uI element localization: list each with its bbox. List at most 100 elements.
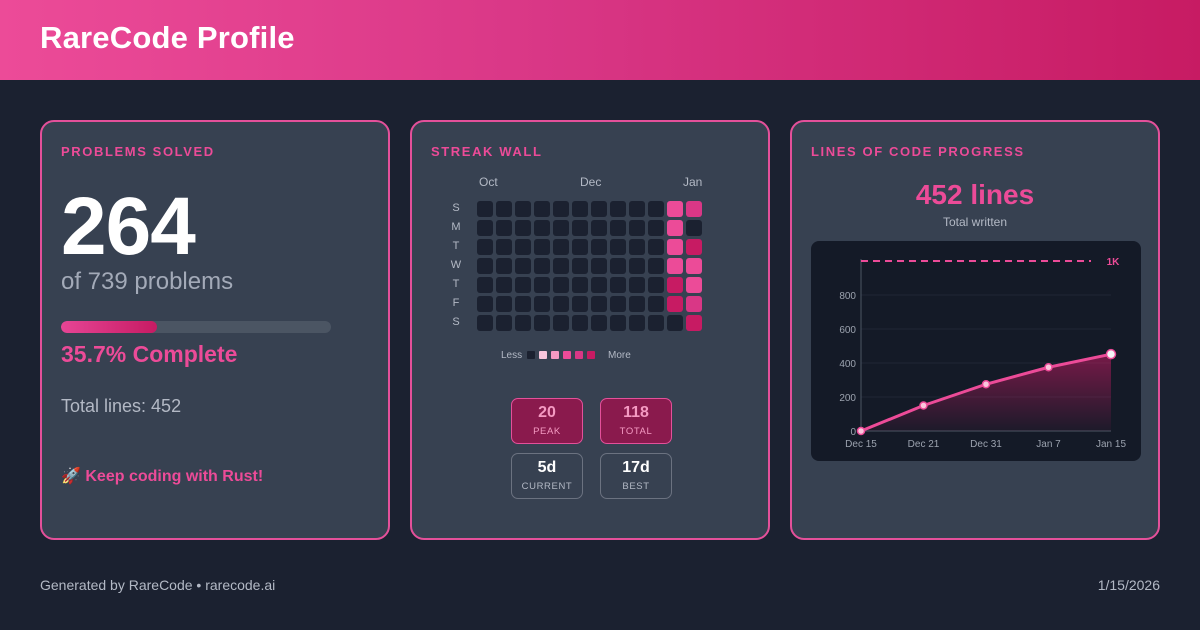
loc-chart-svg: 0 200 400 600 800 Dec 15 Dec 21 Dec 31 Jan 7 Jan … bbox=[839, 257, 1126, 450]
x-tick-label: Dec 21 bbox=[908, 439, 940, 450]
total-problems-text: of 739 problems bbox=[61, 268, 234, 295]
streak-cell bbox=[553, 277, 569, 293]
data-point bbox=[856, 426, 866, 436]
streak-cell bbox=[629, 315, 645, 331]
data-point bbox=[1044, 363, 1053, 372]
day-label: S bbox=[452, 202, 460, 214]
streak-cell bbox=[686, 220, 702, 236]
stat-current-label: CURRENT bbox=[521, 481, 573, 492]
streak-cell bbox=[553, 258, 569, 274]
streak-cell bbox=[496, 220, 512, 236]
streak-cell bbox=[648, 239, 664, 255]
streak-cell bbox=[534, 258, 550, 274]
legend-swatch bbox=[551, 351, 559, 359]
streak-cell bbox=[686, 201, 702, 217]
streak-cell bbox=[686, 239, 702, 255]
streak-cell bbox=[648, 258, 664, 274]
streak-cell bbox=[591, 296, 607, 312]
streak-cell bbox=[534, 277, 550, 293]
streak-cell bbox=[553, 296, 569, 312]
streak-cell bbox=[648, 220, 664, 236]
streak-cell bbox=[496, 239, 512, 255]
streak-cell bbox=[591, 258, 607, 274]
rocket-icon: 🚀 bbox=[61, 468, 81, 485]
streak-cell bbox=[667, 277, 683, 293]
streak-cell bbox=[629, 201, 645, 217]
data-point bbox=[1105, 348, 1117, 360]
data-point bbox=[981, 380, 991, 389]
progress-bar bbox=[61, 321, 331, 333]
streak-cell bbox=[591, 220, 607, 236]
stat-best: 17d BEST bbox=[600, 453, 672, 499]
streak-cell bbox=[477, 239, 493, 255]
streak-cell bbox=[534, 296, 550, 312]
streak-cell bbox=[667, 296, 683, 312]
streak-cell bbox=[686, 315, 702, 331]
progress-bar-fill bbox=[61, 321, 158, 333]
streak-cell bbox=[515, 239, 531, 255]
streak-cell bbox=[572, 239, 588, 255]
header-banner: RareCode Profile bbox=[0, 0, 1200, 80]
y-tick-label: 200 bbox=[839, 393, 856, 404]
percent-complete: 35.7% Complete bbox=[61, 341, 238, 367]
month-label-oct: Oct bbox=[479, 175, 498, 189]
stat-best-label: BEST bbox=[622, 481, 650, 492]
streak-cell bbox=[515, 296, 531, 312]
month-label-jan: Jan bbox=[683, 175, 703, 189]
solved-count: 264 bbox=[61, 181, 196, 272]
streak-cell bbox=[667, 258, 683, 274]
keep-coding-message: 🚀 Keep coding with Rust! bbox=[61, 466, 263, 486]
stat-peak-value: 20 bbox=[538, 404, 556, 421]
streak-cell bbox=[610, 277, 626, 293]
streak-cell bbox=[667, 315, 683, 331]
series-area bbox=[861, 354, 1111, 431]
legend-swatch bbox=[575, 351, 583, 359]
x-tick-label: Jan 7 bbox=[1036, 439, 1061, 450]
loc-chart: 0 200 400 600 800 Dec 15 Dec 21 Dec 31 Jan 7 Jan … bbox=[811, 241, 1141, 461]
streak-cell bbox=[629, 239, 645, 255]
streak-cell bbox=[553, 220, 569, 236]
lines-subtitle: Total written bbox=[942, 215, 1008, 229]
page-title: RareCode Profile bbox=[40, 20, 295, 55]
legend-swatch bbox=[539, 351, 547, 359]
stat-best-value: 17d bbox=[622, 459, 650, 476]
day-label: T bbox=[452, 240, 460, 252]
day-label: W bbox=[450, 259, 462, 271]
streak-cell bbox=[648, 201, 664, 217]
streak-cell bbox=[496, 201, 512, 217]
streak-cell bbox=[591, 239, 607, 255]
streak-cell bbox=[515, 201, 531, 217]
streak-cell bbox=[534, 201, 550, 217]
streak-cell bbox=[648, 315, 664, 331]
streak-wall-label: STREAK WALL bbox=[431, 144, 543, 159]
streak-cell bbox=[553, 239, 569, 255]
streak-cell bbox=[572, 277, 588, 293]
streak-cell bbox=[629, 296, 645, 312]
streak-cell bbox=[534, 220, 550, 236]
streak-cell bbox=[610, 239, 626, 255]
total-lines-text: Total lines: 452 bbox=[61, 396, 182, 416]
y-tick-label: 400 bbox=[839, 359, 856, 370]
streak-cell bbox=[496, 315, 512, 331]
streak-cell bbox=[667, 220, 683, 236]
day-label: S bbox=[452, 316, 460, 328]
streak-cell bbox=[572, 258, 588, 274]
legend-swatch bbox=[563, 351, 571, 359]
streak-cell bbox=[686, 277, 702, 293]
stat-total: 118 TOTAL bbox=[600, 398, 672, 444]
streak-cell bbox=[477, 258, 493, 274]
month-label-dec: Dec bbox=[580, 175, 602, 189]
streak-cell bbox=[629, 258, 645, 274]
streak-cell bbox=[629, 277, 645, 293]
stat-current: 5d CURRENT bbox=[511, 453, 583, 499]
day-label: M bbox=[451, 221, 461, 233]
streak-cell bbox=[496, 258, 512, 274]
streak-cell bbox=[591, 201, 607, 217]
footer-credit: Generated by RareCode • rarecode.ai bbox=[40, 577, 276, 593]
goal-label: 1K bbox=[1107, 257, 1121, 268]
streak-cell bbox=[629, 220, 645, 236]
streak-cell bbox=[591, 277, 607, 293]
streak-cell bbox=[515, 258, 531, 274]
stat-total-value: 118 bbox=[623, 404, 649, 421]
streak-cell bbox=[534, 315, 550, 331]
